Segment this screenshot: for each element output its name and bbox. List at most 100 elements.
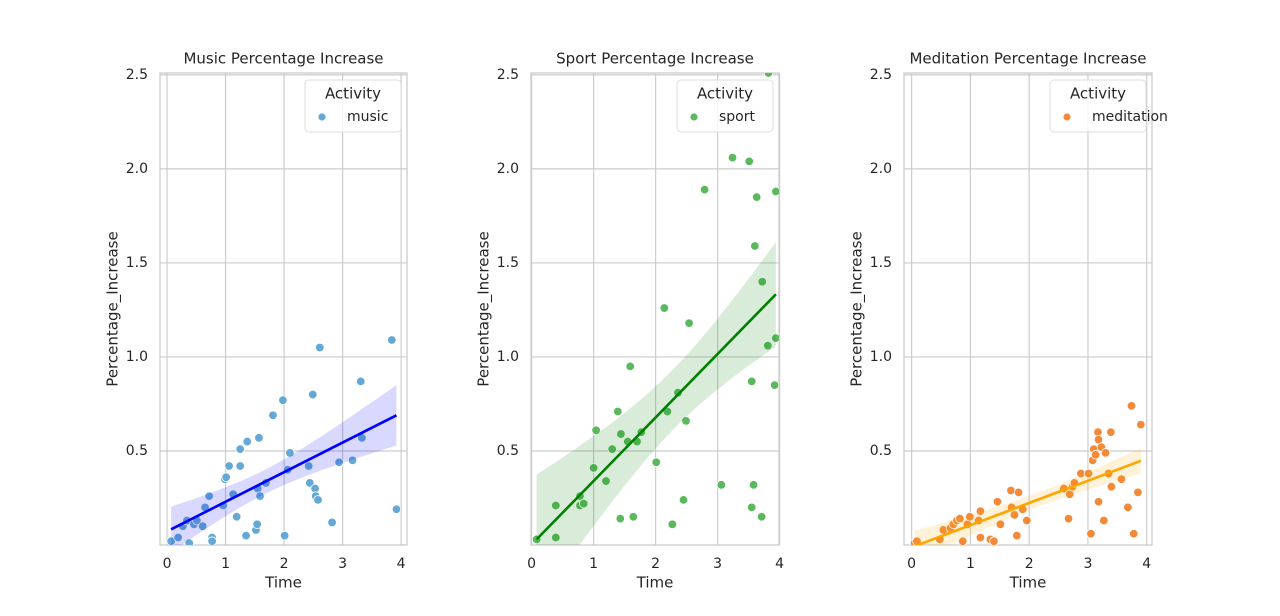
x-tick-label: 1 [966, 556, 975, 572]
data-point [1129, 529, 1139, 539]
data-point [254, 433, 264, 443]
data-point [975, 532, 986, 543]
data-point [771, 333, 779, 343]
data-point [255, 491, 265, 501]
y-tick-label: 0.5 [870, 443, 892, 459]
data-point [303, 461, 314, 471]
y-tick-label: 1.0 [870, 349, 892, 365]
y-tick-label: 0.5 [497, 443, 519, 459]
x-axis-label: Time [1009, 574, 1047, 592]
data-point [1106, 427, 1116, 437]
data-point [242, 436, 252, 447]
x-tick-label: 2 [651, 556, 660, 572]
data-point [756, 512, 767, 522]
axes-frame [903, 72, 1153, 546]
data-point [1063, 513, 1074, 524]
data-point [651, 457, 661, 467]
data-point [763, 73, 774, 78]
data-point [1093, 497, 1104, 507]
data-point [995, 519, 1006, 530]
data-point [1100, 448, 1111, 458]
legend-label: music [347, 109, 388, 125]
x-tick-label: 0 [163, 556, 172, 572]
data-point [235, 461, 245, 471]
data-point [678, 495, 689, 505]
data-point [285, 448, 295, 458]
regression-line [170, 414, 398, 531]
data-point [958, 536, 968, 545]
data-point [659, 303, 670, 313]
legend: Activity meditation [1049, 79, 1168, 133]
legend-box [304, 79, 402, 133]
subplot-title: Music Percentage Increase [183, 50, 383, 68]
data-point [667, 519, 678, 530]
data-point [231, 512, 242, 522]
x-tick-label: 2 [1025, 556, 1034, 572]
y-tick-label: 2.5 [497, 67, 519, 83]
legend-box [676, 79, 774, 133]
data-point [1126, 401, 1137, 411]
data-point [252, 519, 262, 530]
data-point [1006, 485, 1016, 496]
data-point [1012, 530, 1022, 541]
data-point [279, 530, 290, 541]
data-point [975, 506, 986, 516]
data-point [613, 406, 623, 417]
subplot: 0 1 2 3 4 0.5 1.0 1.5 2.0 2.5 Meditation Percentag… [848, 50, 1168, 592]
x-tick-label: 0 [527, 556, 536, 572]
data-point [347, 455, 358, 466]
data-point [579, 498, 589, 509]
regression-line [914, 459, 1142, 545]
data-point [387, 335, 397, 345]
subplot-title: Meditation Percentage Increase [909, 50, 1146, 68]
data-point [992, 497, 1003, 507]
y-tick-label: 1.5 [497, 255, 519, 271]
y-tick-label: 1.5 [126, 255, 148, 271]
legend-marker [689, 112, 699, 122]
y-tick-label: 0.5 [126, 443, 148, 459]
legend-title: Activity [325, 85, 381, 103]
data-point [1123, 502, 1133, 513]
data-point [551, 532, 561, 543]
data-point [313, 495, 323, 505]
x-tick-label: 1 [589, 556, 598, 572]
data-point [607, 444, 617, 454]
data-point [989, 536, 999, 545]
data-point [716, 480, 727, 490]
data-point [241, 530, 251, 541]
x-axis-label: Time [264, 574, 302, 592]
data-point [1090, 450, 1101, 460]
data-point [221, 472, 231, 483]
subplot: 0 1 2 3 4 0.5 1.0 1.5 2.0 2.5 Music Percentage Inc… [104, 50, 408, 592]
legend: Activity sport [676, 79, 774, 133]
subplot: 0 1 2 3 4 0.5 1.0 1.5 2.0 2.5 Sport Percentage Inc… [475, 50, 785, 592]
data-point [747, 502, 757, 513]
data-point [308, 389, 318, 400]
x-tick-label: 3 [713, 556, 722, 572]
data-point [1083, 468, 1094, 479]
plot-area [909, 401, 1146, 545]
data-point [763, 340, 773, 351]
data-point [315, 342, 325, 353]
x-tick-label: 4 [1142, 556, 1151, 572]
data-point [224, 461, 234, 471]
data-point [1099, 515, 1109, 526]
data-point [615, 513, 625, 524]
data-point [207, 536, 217, 545]
y-tick-label: 2.0 [126, 161, 148, 177]
data-point [1009, 510, 1020, 520]
data-point [327, 517, 337, 528]
y-axis-label: Percentage_Increase [104, 231, 123, 386]
subplot-title: Sport Percentage Increase [556, 50, 754, 68]
data-point [391, 504, 402, 514]
data-point [1136, 419, 1146, 430]
data-point [173, 532, 183, 543]
data-point [750, 241, 760, 251]
y-tick-label: 2.5 [870, 67, 892, 83]
axes-frame [530, 72, 780, 546]
data-point [681, 416, 691, 426]
data-point [268, 410, 278, 420]
data-point [601, 476, 611, 486]
x-tick-label: 3 [1083, 556, 1092, 572]
